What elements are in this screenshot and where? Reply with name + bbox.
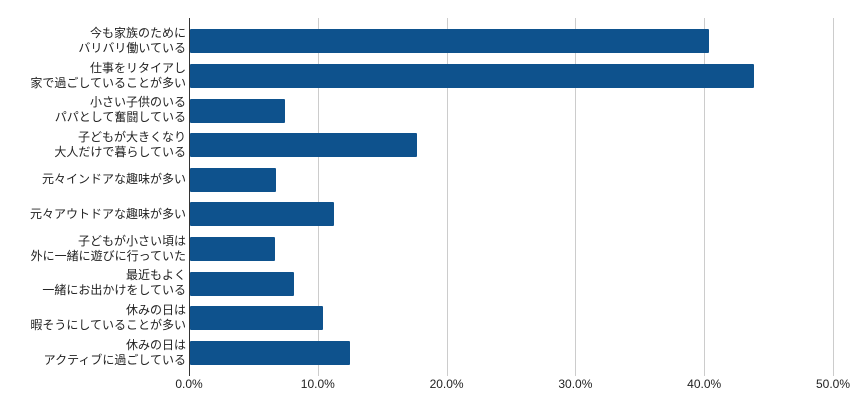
x-axis-tick-label: 30.0%	[558, 377, 593, 391]
gridline	[833, 18, 834, 376]
bar	[190, 63, 755, 88]
bar	[190, 271, 295, 296]
bar	[190, 340, 350, 365]
category-label: 元々アウトドアな趣味が多い	[29, 206, 186, 221]
x-axis-tick-label: 20.0%	[429, 377, 464, 391]
x-axis-tick-label: 40.0%	[687, 377, 722, 391]
category-label: 休みの日は 暇そうにしていることが多い	[30, 303, 186, 333]
category-label: 子どもが小さい頃は 外に一緒に遊びに行っていた	[30, 233, 186, 263]
bar	[190, 167, 277, 192]
x-axis-tick-label: 10.0%	[300, 377, 335, 391]
bar	[190, 306, 323, 331]
bar	[190, 98, 286, 123]
gridline	[704, 18, 706, 376]
category-label: 小さい子供のいる パパとして奮闘している	[54, 95, 186, 125]
bar	[190, 202, 335, 227]
category-label: 元々インドアな趣味が多い	[41, 172, 186, 187]
y-axis-line	[189, 18, 190, 376]
category-label: 最近もよく 一緒にお出かけをしている	[42, 268, 186, 298]
category-label: 仕事をリタイアし 家で過ごしていることが多い	[30, 60, 186, 90]
gridline	[575, 18, 577, 376]
bar	[190, 29, 710, 54]
bar	[190, 133, 417, 158]
category-label: 休みの日は アクティブに過ごしている	[43, 337, 186, 367]
gridline	[446, 18, 448, 376]
category-label: 今も家族のために バリバリ働いている	[78, 26, 186, 56]
x-axis-tick-label: 0.0%	[175, 377, 203, 391]
bar	[190, 236, 275, 261]
x-axis-tick-label: 50.0%	[815, 377, 851, 391]
category-label: 子どもが大きくなり 大人だけで暮らしている	[54, 130, 186, 160]
gridline	[317, 18, 319, 376]
